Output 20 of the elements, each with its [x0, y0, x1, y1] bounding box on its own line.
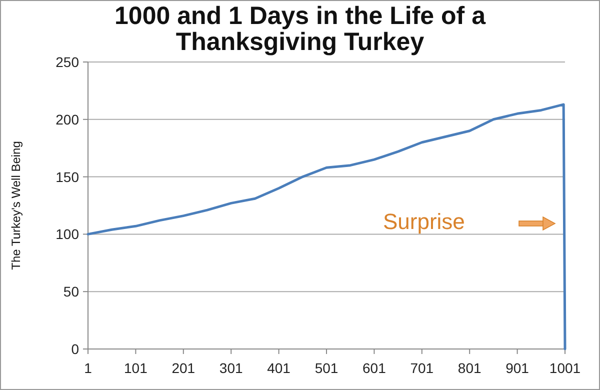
y-tick-label: 100 — [56, 226, 80, 242]
x-tick-label: 901 — [506, 360, 530, 376]
annotation: Surprise — [383, 209, 465, 234]
y-tick-label: 150 — [56, 168, 80, 185]
chart-title: 1000 and 1 Days in the Life of a Thanksgiving Turkey — [114, 2, 487, 56]
x-tick-label: 1 — [84, 360, 92, 376]
x-tick-label: 601 — [362, 360, 386, 376]
y-tick-label: 200 — [56, 111, 80, 128]
x-tick-label: 201 — [172, 360, 196, 376]
x-tick-label: 801 — [458, 360, 482, 376]
y-tick-label: 250 — [56, 54, 80, 70]
y-axis-title: The Turkey's Well Being — [9, 141, 23, 270]
x-tick-label: 1001 — [549, 360, 581, 376]
x-tick-label: 301 — [219, 360, 243, 376]
x-tick-label: 401 — [267, 360, 291, 376]
y-tick-label: 0 — [71, 341, 80, 357]
y-tick-label: 50 — [63, 284, 80, 300]
x-tick-label: 701 — [410, 360, 434, 376]
x-tick-label: 501 — [314, 360, 338, 376]
x-tick-label: 101 — [124, 360, 148, 376]
